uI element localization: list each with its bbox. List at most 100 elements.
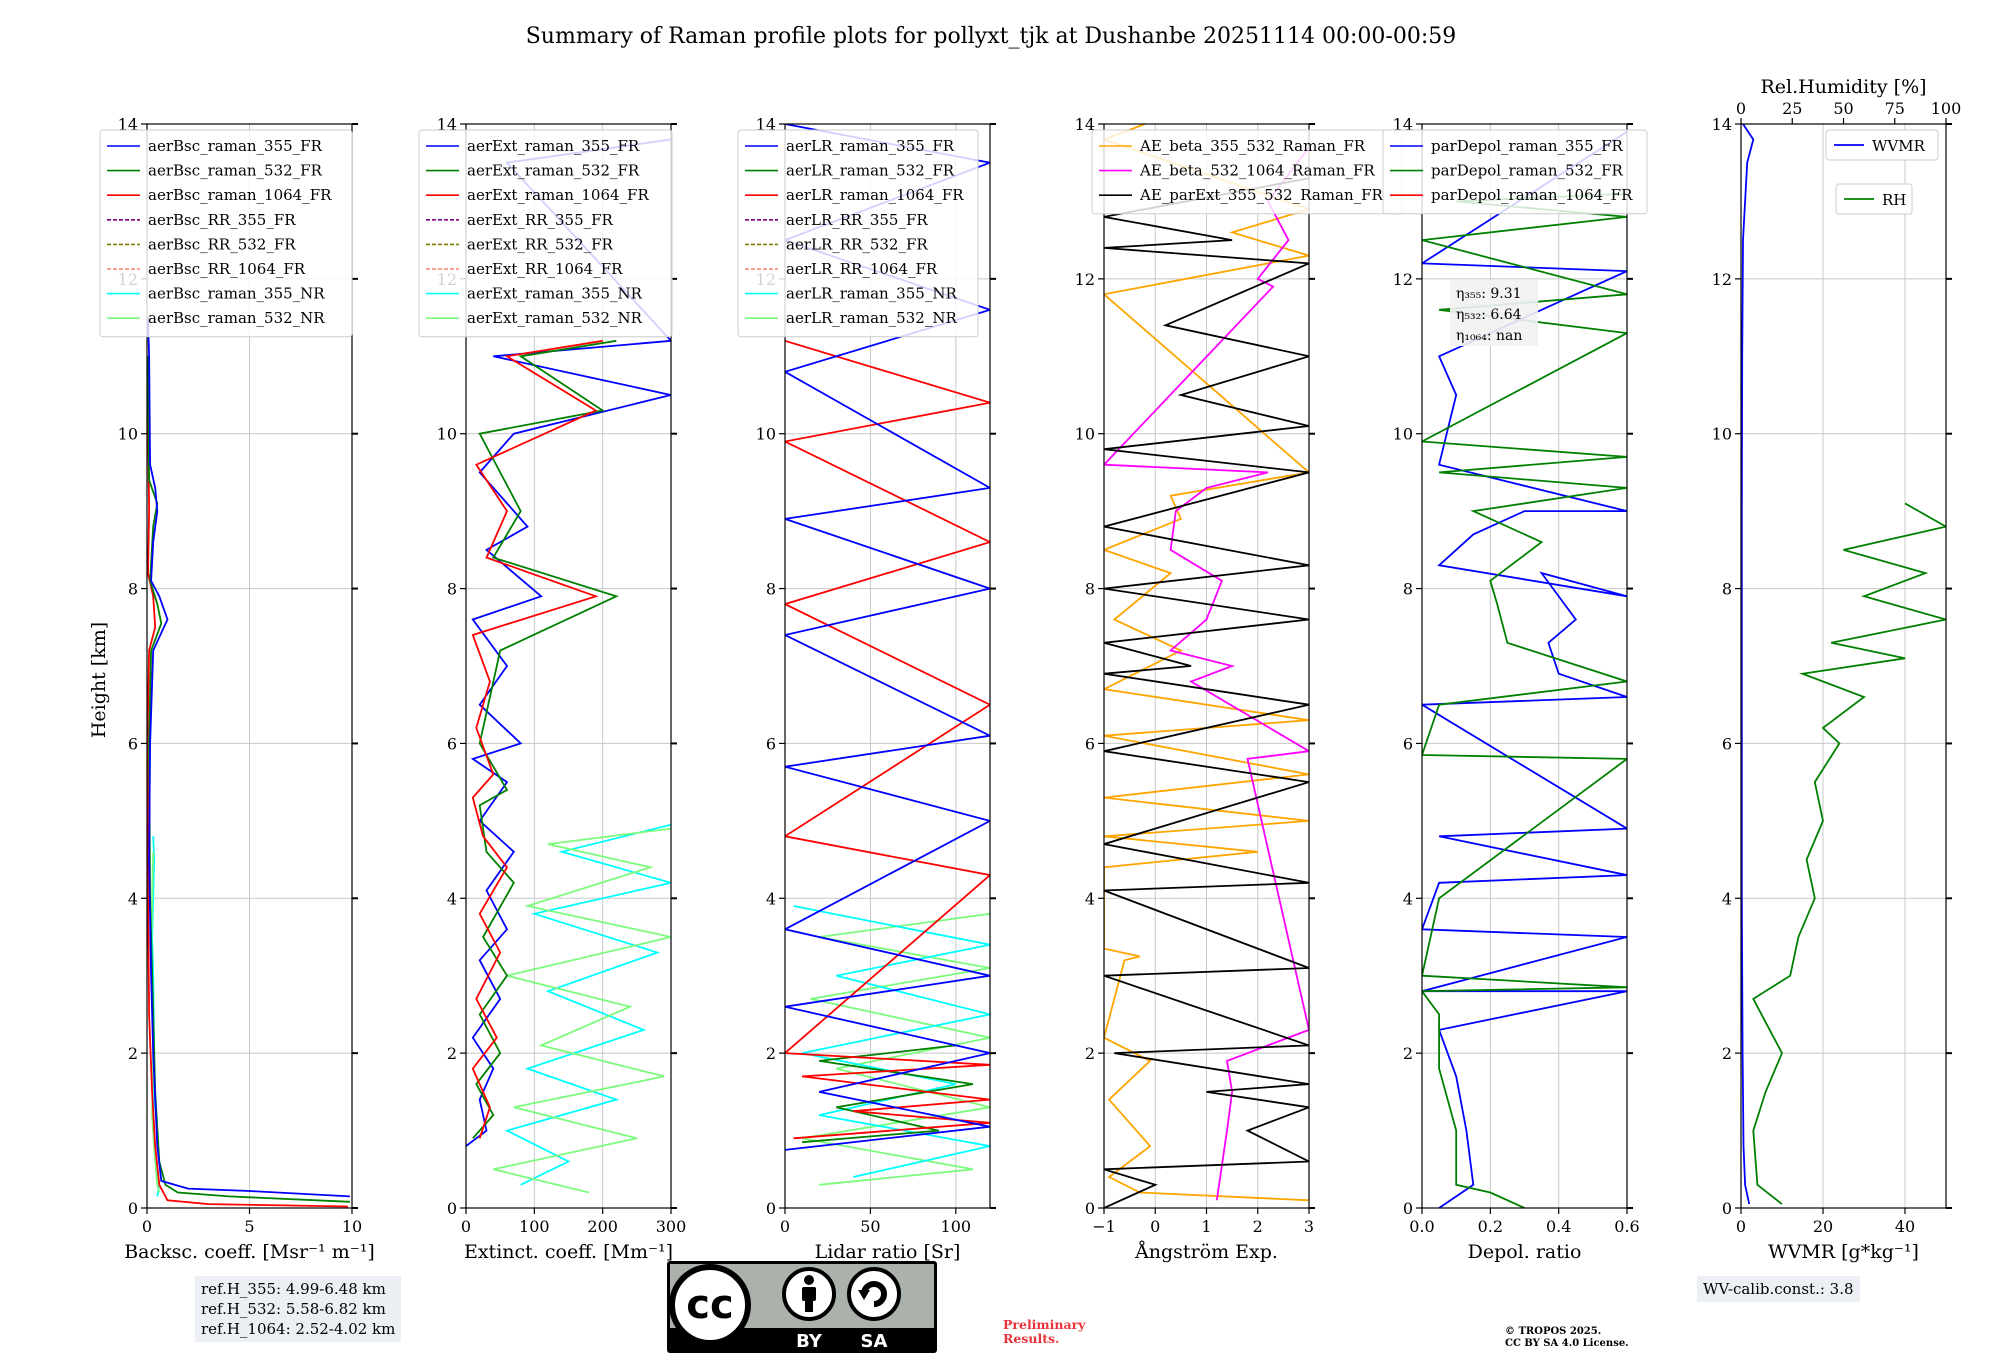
x-tick-label: 20 bbox=[1813, 1217, 1833, 1236]
eta-annotation-line: η₃₅₅: 9.31 bbox=[1456, 286, 1522, 302]
y-tick-label: 4 bbox=[128, 889, 138, 908]
legend-label: aerExt_raman_355_FR bbox=[467, 137, 640, 155]
y-tick-label: 14 bbox=[756, 115, 776, 134]
x-axis-label: Depol. ratio bbox=[1468, 1241, 1582, 1263]
y-tick-label: 6 bbox=[128, 734, 138, 753]
panel-ext: 024681012140100200300Extinct. coeff. [Mm… bbox=[418, 115, 687, 1263]
y-tick-label: 10 bbox=[437, 425, 457, 444]
ref-height-box: ref.H_355: 4.99-6.48 km ref.H_532: 5.58-… bbox=[195, 1276, 402, 1342]
series-line-lightgreen bbox=[493, 827, 671, 1194]
y-tick-label: 4 bbox=[1085, 889, 1095, 908]
legend-label: aerLR_raman_355_NR bbox=[786, 285, 957, 303]
x-tick-label: 2 bbox=[1253, 1217, 1263, 1236]
legend-box bbox=[99, 129, 353, 338]
eta-annotation-line: η₁₀₆₄: nan bbox=[1456, 328, 1522, 344]
legend-label: aerBsc_raman_355_FR bbox=[148, 137, 323, 155]
x-axis-label: WVMR [g*kg⁻¹] bbox=[1768, 1241, 1919, 1263]
x-tick-label: 0.6 bbox=[1614, 1217, 1639, 1236]
series-line-red bbox=[471, 339, 603, 1139]
cc-mark: cc bbox=[686, 1282, 733, 1328]
eta-annotation-box bbox=[1450, 280, 1538, 346]
y-tick-label: 14 bbox=[437, 115, 457, 134]
top-x-tick-label: 0 bbox=[1736, 99, 1746, 118]
legend-label: aerExt_raman_532_FR bbox=[467, 162, 640, 180]
y-tick-label: 4 bbox=[447, 889, 457, 908]
x-tick-label: 0 bbox=[1736, 1217, 1746, 1236]
legend-label: WVMR bbox=[1872, 137, 1926, 155]
legend-label: AE_beta_355_532_Raman_FR bbox=[1139, 137, 1366, 155]
legend-label: aerBsc_raman_355_NR bbox=[148, 285, 325, 303]
wv-calibration-text: WV-calib.const.: 3.8 bbox=[1703, 1280, 1854, 1298]
x-tick-label: 5 bbox=[244, 1217, 254, 1236]
series-group bbox=[147, 317, 350, 1208]
x-tick-label: 100 bbox=[941, 1217, 972, 1236]
figure-title: Summary of Raman profile plots for polly… bbox=[526, 24, 1457, 49]
y-tick-label: 8 bbox=[1403, 580, 1413, 599]
top-x-tick-label: 75 bbox=[1885, 99, 1905, 118]
y-tick-label: 4 bbox=[1403, 889, 1413, 908]
y-tick-label: 14 bbox=[1075, 115, 1095, 134]
ref-height-1064: ref.H_1064: 2.52-4.02 km bbox=[201, 1320, 396, 1338]
cc-circle-icon bbox=[669, 1264, 751, 1346]
x-axis-label: Extinct. coeff. [Mm⁻¹] bbox=[464, 1241, 673, 1263]
y-tick-label: 6 bbox=[1722, 734, 1732, 753]
panels-group: 024681012140510Backsc. coeff. [Msr⁻¹ m⁻¹… bbox=[99, 76, 1962, 1263]
series-line-cyan bbox=[504, 823, 671, 1186]
axes-frame bbox=[1740, 123, 1947, 1209]
legend-label: aerLR_RR_1064_FR bbox=[786, 260, 938, 278]
x-tick-label: 0 bbox=[461, 1217, 471, 1236]
series-line-lightgreen bbox=[150, 851, 161, 1193]
axes-frame bbox=[1421, 123, 1628, 1209]
preliminary-note: Preliminary Results. bbox=[1003, 1318, 1085, 1346]
by-label: BY bbox=[796, 1331, 823, 1352]
top-x-axis-label: Rel.Humidity [%] bbox=[1760, 76, 1926, 98]
x-tick-label: 0 bbox=[142, 1217, 152, 1236]
copyright-line-1: © TROPOS 2025. bbox=[1505, 1326, 1602, 1337]
x-tick-label: 3 bbox=[1304, 1217, 1314, 1236]
y-tick-label: 2 bbox=[1403, 1044, 1413, 1063]
series-line-green bbox=[1752, 502, 1946, 1205]
y-tick-label: 2 bbox=[128, 1044, 138, 1063]
preliminary-line-1: Preliminary bbox=[1003, 1317, 1086, 1332]
x-tick-label: 200 bbox=[587, 1217, 618, 1236]
y-tick-label: 2 bbox=[1722, 1044, 1732, 1063]
share-alike-icon bbox=[847, 1267, 901, 1321]
preliminary-line-2: Results. bbox=[1003, 1331, 1060, 1346]
axes-frame bbox=[784, 123, 991, 1209]
x-tick-label: 0.4 bbox=[1546, 1217, 1571, 1236]
y-tick-label: 4 bbox=[1722, 889, 1732, 908]
ref-height-532: ref.H_532: 5.58-6.82 km bbox=[201, 1300, 386, 1318]
series-line-black bbox=[1104, 177, 1309, 1208]
series-line-lightgreen bbox=[801, 912, 990, 1186]
x-tick-label: 300 bbox=[656, 1217, 687, 1236]
y-tick-label: 6 bbox=[1403, 734, 1413, 753]
y-tick-label: 8 bbox=[766, 580, 776, 599]
legend-label: aerExt_RR_1064_FR bbox=[467, 260, 623, 278]
y-tick-label: 8 bbox=[1085, 580, 1095, 599]
y-tick-label: 2 bbox=[447, 1044, 457, 1063]
y-tick-label: 12 bbox=[1075, 270, 1095, 289]
series-line-blue bbox=[147, 317, 350, 1198]
x-tick-label: 40 bbox=[1895, 1217, 1915, 1236]
x-tick-label: 100 bbox=[519, 1217, 550, 1236]
x-tick-label: 0.0 bbox=[1409, 1217, 1434, 1236]
series-line-red bbox=[147, 356, 348, 1208]
y-tick-label: 8 bbox=[447, 580, 457, 599]
wv-calibration-box: WV-calib.const.: 3.8 bbox=[1697, 1276, 1860, 1302]
legend-label: aerBsc_raman_532_NR bbox=[148, 309, 325, 327]
legend-label: AE_parExt_355_532_Raman_FR bbox=[1139, 186, 1384, 204]
x-tick-label: −1 bbox=[1092, 1217, 1116, 1236]
y-tick-label: 14 bbox=[1712, 115, 1732, 134]
legend-label: aerLR_RR_532_FR bbox=[786, 235, 928, 253]
top-x-tick-label: 50 bbox=[1833, 99, 1853, 118]
series-line-blue bbox=[466, 138, 671, 1147]
panel-bsc: 024681012140510Backsc. coeff. [Msr⁻¹ m⁻¹… bbox=[99, 115, 375, 1263]
legend-box bbox=[418, 129, 673, 338]
series-line-green bbox=[472, 339, 619, 1139]
legend-label: aerBsc_RR_355_FR bbox=[148, 211, 296, 229]
legend-label: aerLR_RR_355_FR bbox=[786, 211, 928, 229]
legend-label: aerLR_raman_355_FR bbox=[786, 137, 955, 155]
